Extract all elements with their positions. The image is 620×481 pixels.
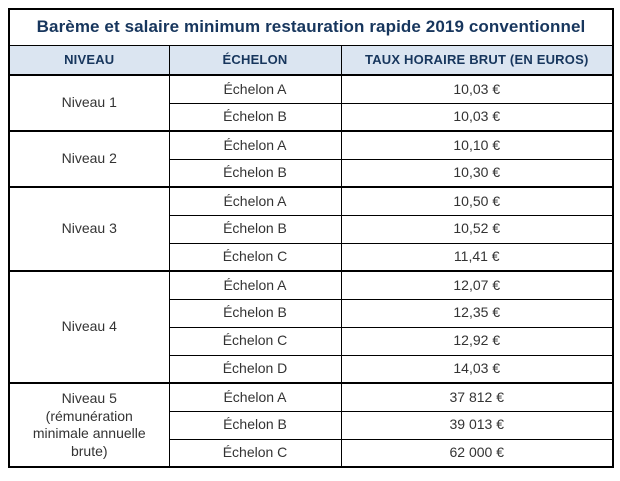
- table-row: Échelon B 12,35 €: [9, 298, 614, 328]
- table-row: Niveau 1 Échelon A 10,03 €: [8, 74, 614, 132]
- echelon-cell: Échelon A: [168, 270, 342, 300]
- column-header-echelon: ÉCHELON: [168, 44, 342, 76]
- table-row: Niveau 3 Échelon A 10,50 €: [8, 186, 614, 272]
- taux-cell: 39 013 €: [340, 410, 614, 440]
- taux-cell: 10,30 €: [340, 158, 614, 188]
- taux-cell: 12,35 €: [340, 298, 614, 328]
- taux-cell: 62 000 €: [340, 438, 614, 468]
- echelon-cell: Échelon A: [168, 74, 342, 104]
- table-title: Barème et salaire minimum restauration r…: [8, 8, 614, 46]
- taux-cell: 14,03 €: [340, 354, 614, 384]
- table-row: Niveau 4 Échelon A 12,07 €: [8, 270, 614, 384]
- niveau-cell: Niveau 3: [8, 186, 170, 272]
- column-header-taux: TAUX HORAIRE BRUT (EN EUROS): [340, 44, 614, 76]
- taux-cell: 10,10 €: [340, 130, 614, 160]
- echelon-cell: Échelon C: [168, 242, 342, 272]
- table-row: Échelon B 39 013 €: [9, 410, 614, 440]
- taux-cell: 10,52 €: [340, 214, 614, 244]
- niveau-cell: Niveau 5 (rémunération minimale annuelle…: [8, 382, 170, 468]
- table-title-row: Barème et salaire minimum restauration r…: [8, 8, 614, 46]
- wage-table: Barème et salaire minimum restauration r…: [8, 8, 615, 468]
- table-row: Échelon B 10,30 €: [9, 158, 614, 188]
- table-row: Échelon C 12,92 €: [9, 326, 614, 356]
- echelon-cell: Échelon C: [168, 438, 342, 468]
- table-row: Échelon B 10,03 €: [9, 102, 614, 132]
- taux-cell: 10,03 €: [340, 74, 614, 104]
- echelon-cell: Échelon B: [168, 410, 342, 440]
- table-row: Échelon C 62 000 €: [9, 438, 614, 468]
- taux-cell: 37 812 €: [340, 382, 614, 412]
- taux-cell: 10,03 €: [340, 102, 614, 132]
- echelon-cell: Échelon B: [168, 158, 342, 188]
- niveau-cell: Niveau 2: [8, 130, 170, 188]
- taux-cell: 10,50 €: [340, 186, 614, 216]
- echelon-cell: Échelon B: [168, 214, 342, 244]
- table-row: Niveau 2 Échelon A 10,10 €: [8, 130, 614, 188]
- taux-cell: 12,07 €: [340, 270, 614, 300]
- echelon-cell: Échelon B: [168, 298, 342, 328]
- taux-cell: 11,41 €: [340, 242, 614, 272]
- echelon-cell: Échelon B: [168, 102, 342, 132]
- taux-cell: 12,92 €: [340, 326, 614, 356]
- table-body: Niveau 1 Échelon A 10,03 € Échelon B 10,03 €…: [8, 74, 614, 468]
- table-header-row: NIVEAU ÉCHELON TAUX HORAIRE BRUT (EN EUR…: [8, 44, 614, 76]
- echelon-cell: Échelon D: [168, 354, 342, 384]
- table-row: Échelon D 14,03 €: [9, 354, 614, 384]
- column-header-niveau: NIVEAU: [8, 44, 170, 76]
- niveau-cell: Niveau 4: [8, 270, 170, 384]
- echelon-cell: Échelon A: [168, 130, 342, 160]
- table-row: Échelon B 10,52 €: [9, 214, 614, 244]
- table-row: Échelon C 11,41 €: [9, 242, 614, 272]
- echelon-cell: Échelon A: [168, 186, 342, 216]
- table-row: Niveau 5 (rémunération minimale annuelle…: [8, 382, 614, 468]
- niveau-cell: Niveau 1: [8, 74, 170, 132]
- echelon-cell: Échelon C: [168, 326, 342, 356]
- wage-table-container: Barème et salaire minimum restauration r…: [8, 8, 615, 468]
- echelon-cell: Échelon A: [168, 382, 342, 412]
